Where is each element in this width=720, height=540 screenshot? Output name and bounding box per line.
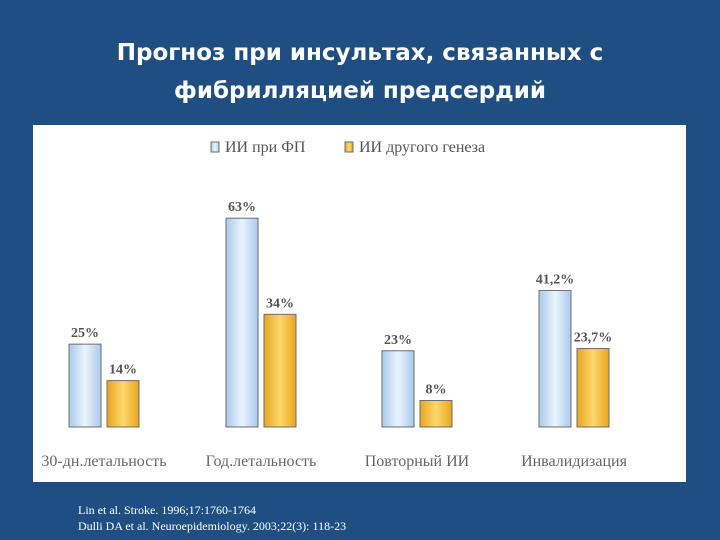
slide-title-line-2: фибрилляцией предсердий [174,78,546,104]
bar-s1-c3 [381,350,415,428]
bar-label-s1-c2: 63% [228,200,256,215]
category-label-2: Год.летальность [206,453,317,470]
bar-label-s1-c4: 41,2% [536,272,575,287]
chart-panel: ИИ при ФП ИИ другого генеза 25% 14% 63% 34% 2… [33,125,686,482]
footnote-line-2: Dulli DA et al. Neuroepidemiology. 2003;… [78,519,347,533]
chart-bars [68,217,610,428]
bar-label-s1-c3: 23% [384,333,412,348]
bar-label-s2-c4: 23,7% [574,330,613,345]
category-label-4: Инвалидизация [521,453,628,470]
chart-category-labels: 30-дн.летальность Год.летальность Повторны… [41,453,627,470]
bar-chart: ИИ при ФП ИИ другого генеза 25%14%63%34%2… [41,139,627,470]
legend-swatch-1 [210,141,220,153]
footnote: Lin et al. Stroke. 1996;17:1760-1764 Dul… [78,502,346,534]
footnote-line-1: Lin et al. Stroke. 1996;17:1760-1764 [78,503,256,517]
bar-s2-c1 [106,380,140,428]
bar-label-s1-c1: 25% [71,326,99,341]
bar-s1-c4 [538,289,572,428]
bar-s1-c2 [225,217,259,428]
bar-s2-c2 [263,313,297,428]
bar-s2-c4 [576,347,610,428]
slide-title-line-1: Прогноз при инсультах, связанных с [116,40,604,66]
chart-value-labels: 25% 14% 63% 34% 23% 8% 41,2% 23,7% [71,200,612,397]
bar-label-s2-c3: 8% [426,382,447,397]
bar-s1-c1 [68,343,102,428]
bar-s2-c3 [419,399,453,428]
legend-label-1: ИИ при ФП [225,139,306,156]
legend-swatch-2 [344,141,354,153]
chart-legend: ИИ при ФП ИИ другого генеза [210,139,485,156]
category-label-1: 30-дн.летальность [41,453,166,470]
bar-label-s2-c1: 14% [109,363,137,378]
slide-title: Прогноз при инсультах, связанных с фибри… [60,34,660,110]
legend-label-2: ИИ другого генеза [359,139,485,156]
category-label-3: Повторный ИИ [365,453,470,470]
bar-label-s2-c2: 34% [266,296,294,311]
